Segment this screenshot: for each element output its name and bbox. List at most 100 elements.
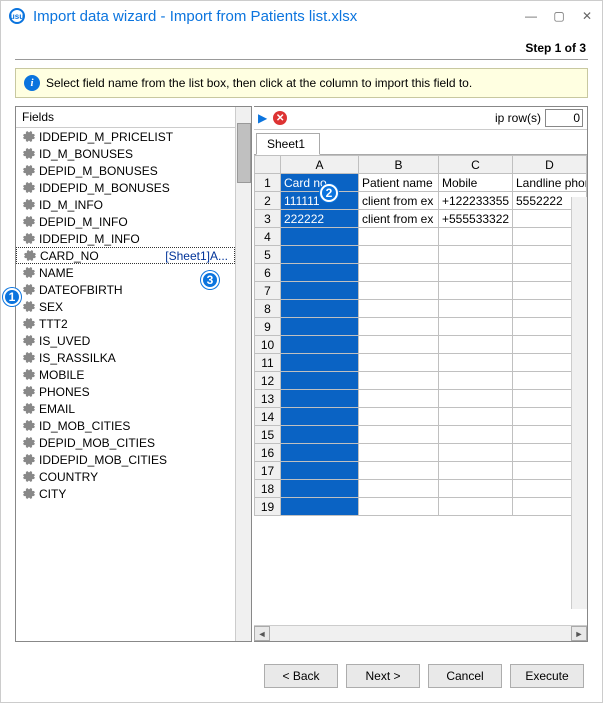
field-item[interactable]: ID_M_BONUSES: [16, 145, 235, 162]
row-header[interactable]: 10: [255, 336, 281, 354]
row-header[interactable]: 7: [255, 282, 281, 300]
grid-cell[interactable]: [439, 408, 513, 426]
grid-cell[interactable]: +555533322: [439, 210, 513, 228]
cancel-button[interactable]: Cancel: [428, 664, 502, 688]
field-item[interactable]: COUNTRY: [16, 468, 235, 485]
grid-cell[interactable]: client from ex: [359, 210, 439, 228]
field-item[interactable]: PHONES: [16, 383, 235, 400]
field-item[interactable]: DEPID_MOB_CITIES: [16, 434, 235, 451]
grid-cell[interactable]: [359, 264, 439, 282]
grid-cell[interactable]: [439, 426, 513, 444]
column-header[interactable]: C: [439, 156, 513, 174]
row-header[interactable]: 12: [255, 372, 281, 390]
grid-cell[interactable]: [281, 480, 359, 498]
field-item[interactable]: TTT2: [16, 315, 235, 332]
row-header[interactable]: 1: [255, 174, 281, 192]
maximize-button[interactable]: ▢: [552, 9, 566, 23]
field-item[interactable]: CITY: [16, 485, 235, 502]
grid-cell[interactable]: [281, 246, 359, 264]
field-item[interactable]: IS_UVED: [16, 332, 235, 349]
field-item[interactable]: ID_M_INFO: [16, 196, 235, 213]
grid-cell[interactable]: [359, 354, 439, 372]
grid-cell[interactable]: [359, 228, 439, 246]
grid-cell[interactable]: [359, 372, 439, 390]
minimize-button[interactable]: —: [524, 9, 538, 23]
row-header[interactable]: 6: [255, 264, 281, 282]
row-header[interactable]: 3: [255, 210, 281, 228]
row-header[interactable]: 9: [255, 318, 281, 336]
row-header[interactable]: 17: [255, 462, 281, 480]
grid-cell[interactable]: [281, 372, 359, 390]
grid-cell[interactable]: [359, 390, 439, 408]
grid-cell[interactable]: [281, 498, 359, 516]
row-header[interactable]: 14: [255, 408, 281, 426]
grid-cell[interactable]: [359, 480, 439, 498]
column-header[interactable]: D: [513, 156, 587, 174]
grid-cell[interactable]: [439, 318, 513, 336]
row-header[interactable]: 5: [255, 246, 281, 264]
sheet-tab[interactable]: Sheet1: [256, 133, 320, 155]
grid-cell[interactable]: [439, 372, 513, 390]
fields-scrollbar[interactable]: [235, 107, 251, 641]
grid-cell[interactable]: client from ex: [359, 192, 439, 210]
grid-cell[interactable]: [359, 246, 439, 264]
grid-cell[interactable]: [359, 300, 439, 318]
field-item[interactable]: ID_MOB_CITIES: [16, 417, 235, 434]
data-grid[interactable]: ABCD1Card no.Patient nameMobileLandline …: [254, 155, 587, 516]
grid-cell[interactable]: [439, 462, 513, 480]
field-item[interactable]: EMAIL: [16, 400, 235, 417]
grid-vscroll[interactable]: [571, 197, 587, 609]
grid-cell[interactable]: Landline phon: [513, 174, 587, 192]
field-item[interactable]: CARD_NO[Sheet1]A...: [16, 247, 235, 264]
grid-cell[interactable]: [439, 282, 513, 300]
row-header[interactable]: 8: [255, 300, 281, 318]
field-item[interactable]: IDDEPID_MOB_CITIES: [16, 451, 235, 468]
field-item[interactable]: DEPID_M_INFO: [16, 213, 235, 230]
grid-cell[interactable]: [439, 336, 513, 354]
grid-cell[interactable]: Mobile: [439, 174, 513, 192]
delete-icon[interactable]: ✕: [273, 111, 287, 125]
grid-cell[interactable]: [439, 498, 513, 516]
field-item[interactable]: IDDEPID_M_INFO: [16, 230, 235, 247]
grid-cell[interactable]: [359, 498, 439, 516]
back-button[interactable]: < Back: [264, 664, 338, 688]
grid-cell[interactable]: [439, 300, 513, 318]
grid-cell[interactable]: [439, 444, 513, 462]
grid-cell[interactable]: [281, 408, 359, 426]
play-icon[interactable]: ▶: [258, 111, 267, 125]
row-header[interactable]: 2: [255, 192, 281, 210]
grid-cell[interactable]: [439, 246, 513, 264]
row-header[interactable]: 15: [255, 426, 281, 444]
grid-cell[interactable]: [359, 408, 439, 426]
grid-cell[interactable]: [281, 228, 359, 246]
field-item[interactable]: MOBILE: [16, 366, 235, 383]
next-button[interactable]: Next >: [346, 664, 420, 688]
grid-cell[interactable]: [281, 354, 359, 372]
grid-cell[interactable]: [439, 354, 513, 372]
field-item[interactable]: IDDEPID_M_BONUSES: [16, 179, 235, 196]
scroll-left-icon[interactable]: ◄: [254, 626, 270, 641]
grid-cell[interactable]: [281, 462, 359, 480]
close-button[interactable]: ✕: [580, 9, 594, 23]
field-item[interactable]: SEX: [16, 298, 235, 315]
grid-cell[interactable]: [359, 444, 439, 462]
column-header[interactable]: B: [359, 156, 439, 174]
grid-cell[interactable]: [439, 390, 513, 408]
scroll-right-icon[interactable]: ►: [571, 626, 587, 641]
row-header[interactable]: 16: [255, 444, 281, 462]
grid-cell[interactable]: [359, 462, 439, 480]
field-item[interactable]: IS_RASSILKA: [16, 349, 235, 366]
row-header[interactable]: 13: [255, 390, 281, 408]
execute-button[interactable]: Execute: [510, 664, 584, 688]
grid-cell[interactable]: [281, 336, 359, 354]
row-header[interactable]: 18: [255, 480, 281, 498]
grid-cell[interactable]: Patient name: [359, 174, 439, 192]
grid-cell[interactable]: 222222: [281, 210, 359, 228]
grid-cell[interactable]: [439, 228, 513, 246]
row-header[interactable]: 4: [255, 228, 281, 246]
grid-cell[interactable]: [439, 480, 513, 498]
grid-hscroll[interactable]: ◄ ►: [254, 625, 587, 641]
grid-cell[interactable]: [359, 426, 439, 444]
grid-cell[interactable]: [359, 282, 439, 300]
column-header[interactable]: A: [281, 156, 359, 174]
